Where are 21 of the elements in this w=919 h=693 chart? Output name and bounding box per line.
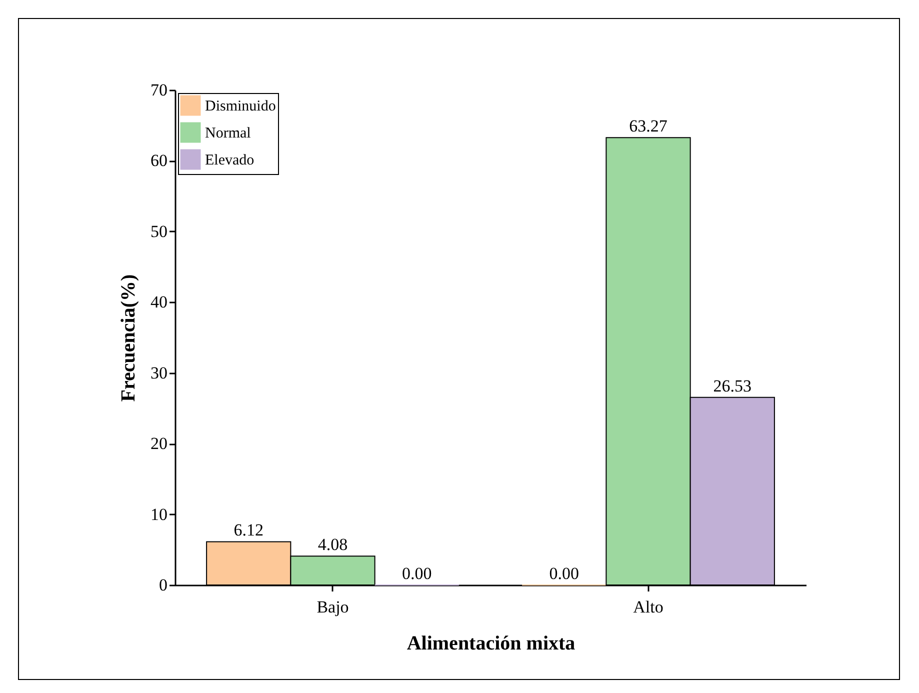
y-tick-label: 20 (150, 434, 168, 454)
legend-label: Normal (205, 126, 251, 142)
y-axis-title: Frecuencia(%) (118, 274, 140, 402)
data-label: 0.00 (402, 564, 432, 583)
y-tick-label: 30 (150, 363, 168, 382)
data-label: 63.27 (629, 116, 668, 136)
y-tick-label: 10 (150, 504, 168, 524)
y-tick-label: 0 (159, 576, 168, 594)
y-tick-label: 40 (150, 292, 168, 312)
x-tick-label: Alto (633, 598, 664, 616)
data-label: 4.08 (318, 535, 348, 554)
x-tick-label: Bajo (316, 598, 349, 616)
y-tick-label: 50 (150, 222, 168, 241)
data-label: 6.12 (234, 520, 264, 540)
y-tick-label: 70 (150, 80, 168, 100)
y-tick-label: 60 (150, 151, 168, 170)
legend-label: Disminuido (205, 98, 276, 114)
legend-label: Elevado (205, 152, 254, 168)
data-label: 0.00 (549, 564, 579, 583)
data-label: 26.53 (713, 376, 752, 396)
x-axis-title: Alimentación mixta (406, 632, 576, 654)
